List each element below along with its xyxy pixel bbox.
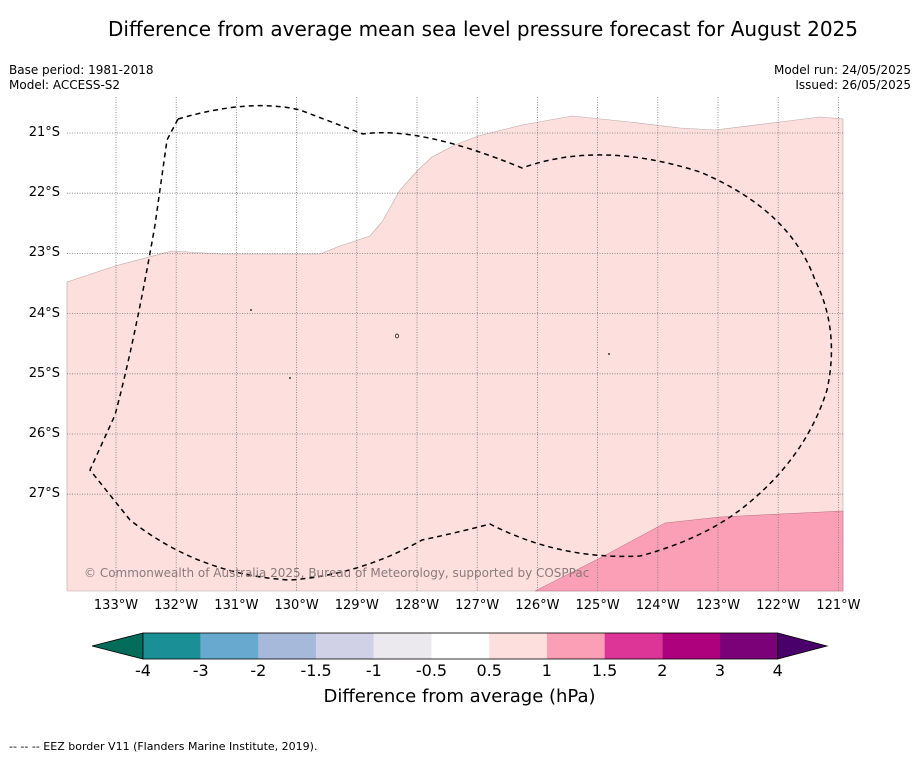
- copyright-notice: © Commonwealth of Australia 2025, Bureau…: [84, 566, 590, 580]
- longitude-label: 125°W: [575, 598, 620, 613]
- gridlines: [67, 97, 843, 591]
- anomaly-region-0-5-to-1: [66, 115, 844, 592]
- colorbar: [91, 632, 829, 660]
- colorbar-over-extension: [777, 632, 829, 660]
- colorbar-segment: [662, 633, 720, 659]
- island-speck: [608, 353, 610, 355]
- longitude-label: 128°W: [394, 598, 440, 613]
- anomaly-region-1-to-1-5: [534, 510, 844, 592]
- colorbar-segment: [431, 633, 490, 659]
- colorbar-segment: [316, 633, 374, 659]
- colorbar-tick-label: -0.5: [415, 661, 448, 680]
- longitude-label: 121°W: [816, 598, 861, 613]
- colorbar-segment: [546, 633, 605, 659]
- longitude-label: 122°W: [756, 598, 801, 613]
- map-title: Difference from average mean sea level p…: [107, 17, 858, 41]
- colorbar-segment: [143, 633, 201, 659]
- longitude-label: 129°W: [334, 598, 379, 613]
- eez-footnote: -- -- -- EEZ border V11 (Flanders Marine…: [9, 740, 318, 753]
- colorbar-tick-label: -4: [135, 661, 151, 680]
- base-period: Base period: 1981-2018: [9, 63, 154, 77]
- colorbar-tick-label: 1.5: [591, 661, 618, 680]
- longitude-label: 133°W: [93, 598, 139, 613]
- colorbar-segment: [373, 633, 432, 659]
- colorbar-tick-label: 3: [714, 661, 726, 680]
- colorbar-under-extension: [91, 632, 144, 660]
- colorbar-segment: [200, 633, 259, 659]
- longitude-label: 127°W: [455, 598, 500, 613]
- colorbar-segment: [720, 633, 778, 659]
- longitude-label: 126°W: [515, 598, 560, 613]
- colorbar-outline: [142, 632, 779, 660]
- longitude-label: 123°W: [695, 598, 741, 613]
- longitude-label: 132°W: [154, 598, 199, 613]
- latitude-label: 26°S: [28, 426, 60, 441]
- island-speck: [289, 377, 291, 379]
- colorbar-tick-label: -1: [365, 661, 382, 680]
- meta-right: Model run: 24/05/2025 Issued: 26/05/2025: [774, 63, 911, 93]
- colorbar-segment: [489, 633, 547, 659]
- eez-border: [89, 104, 833, 581]
- latitude-label: 23°S: [28, 245, 60, 261]
- colorbar-tick-label: 1: [541, 661, 552, 680]
- colorbar-title: Difference from average (hPa): [323, 686, 596, 707]
- colorbar-segment: [604, 633, 663, 659]
- colorbar-tick-label: -3: [192, 661, 209, 680]
- colorbar-tick-label: -1.5: [300, 661, 332, 680]
- longitude-label: 124°W: [635, 598, 680, 613]
- latitude-label: 25°S: [28, 365, 60, 381]
- latitude-label: 24°S: [28, 305, 60, 321]
- colorbar-tick-label: 0.5: [476, 661, 502, 680]
- colorbar-segment: [258, 633, 317, 659]
- colorbar-tick-label: 4: [772, 661, 783, 680]
- issued-date: Issued: 26/05/2025: [795, 78, 911, 92]
- model-run: Model run: 24/05/2025: [773, 63, 911, 77]
- island-speck: [395, 333, 399, 339]
- latitude-label: 22°S: [28, 185, 60, 201]
- meta-left: Base period: 1981-2018 Model: ACCESS-S2: [9, 63, 154, 93]
- longitude-label: 130°W: [274, 598, 319, 613]
- island-speck: [250, 309, 252, 311]
- latitude-label: 27°S: [28, 486, 60, 502]
- colorbar-tick-label: -2: [250, 661, 267, 680]
- colorbar-tick-label: 2: [657, 661, 668, 680]
- longitude-label: 131°W: [214, 598, 259, 613]
- model-name: Model: ACCESS-S2: [9, 78, 121, 92]
- latitude-label: 21°S: [28, 125, 60, 140]
